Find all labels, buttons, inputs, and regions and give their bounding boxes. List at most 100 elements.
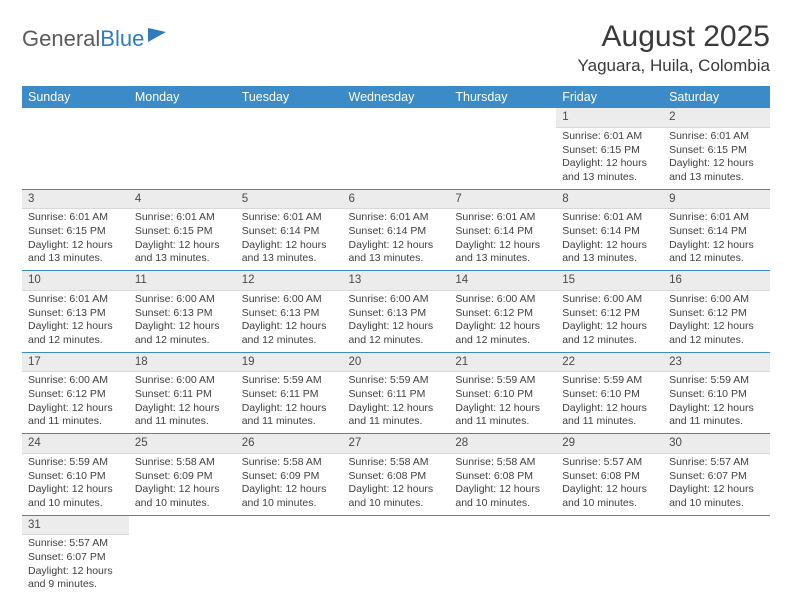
logo: GeneralBlue	[22, 26, 166, 52]
calendar-cell	[22, 108, 129, 189]
calendar-cell: 27Sunrise: 5:58 AMSunset: 6:08 PMDayligh…	[343, 434, 450, 516]
day-header: Thursday	[449, 86, 556, 108]
calendar-cell: 18Sunrise: 6:00 AMSunset: 6:11 PMDayligh…	[129, 352, 236, 434]
calendar-cell: 8Sunrise: 6:01 AMSunset: 6:14 PMDaylight…	[556, 189, 663, 271]
calendar-week: 3Sunrise: 6:01 AMSunset: 6:15 PMDaylight…	[22, 189, 770, 271]
calendar-cell	[663, 515, 770, 596]
day-details: Sunrise: 5:57 AMSunset: 6:07 PMDaylight:…	[663, 454, 770, 515]
day-number: 3	[22, 190, 129, 210]
calendar-cell: 6Sunrise: 6:01 AMSunset: 6:14 PMDaylight…	[343, 189, 450, 271]
day-number: 10	[22, 271, 129, 291]
day-number: 25	[129, 434, 236, 454]
day-details: Sunrise: 6:01 AMSunset: 6:14 PMDaylight:…	[663, 209, 770, 270]
logo-part1: General	[22, 26, 100, 51]
calendar-table: SundayMondayTuesdayWednesdayThursdayFrid…	[22, 86, 770, 596]
calendar-week: 10Sunrise: 6:01 AMSunset: 6:13 PMDayligh…	[22, 271, 770, 353]
calendar-cell	[556, 515, 663, 596]
day-details: Sunrise: 5:57 AMSunset: 6:07 PMDaylight:…	[22, 535, 129, 596]
day-details: Sunrise: 6:00 AMSunset: 6:12 PMDaylight:…	[22, 372, 129, 433]
day-number: 18	[129, 353, 236, 373]
calendar-cell	[449, 515, 556, 596]
calendar-cell: 22Sunrise: 5:59 AMSunset: 6:10 PMDayligh…	[556, 352, 663, 434]
calendar-cell	[343, 108, 450, 189]
calendar-cell: 10Sunrise: 6:01 AMSunset: 6:13 PMDayligh…	[22, 271, 129, 353]
day-details: Sunrise: 6:00 AMSunset: 6:13 PMDaylight:…	[129, 291, 236, 352]
day-header-row: SundayMondayTuesdayWednesdayThursdayFrid…	[22, 86, 770, 108]
day-details: Sunrise: 6:01 AMSunset: 6:13 PMDaylight:…	[22, 291, 129, 352]
calendar-cell: 16Sunrise: 6:00 AMSunset: 6:12 PMDayligh…	[663, 271, 770, 353]
day-number: 8	[556, 190, 663, 210]
day-number: 14	[449, 271, 556, 291]
calendar-cell: 28Sunrise: 5:58 AMSunset: 6:08 PMDayligh…	[449, 434, 556, 516]
calendar-week: 17Sunrise: 6:00 AMSunset: 6:12 PMDayligh…	[22, 352, 770, 434]
calendar-cell	[236, 108, 343, 189]
day-number: 4	[129, 190, 236, 210]
day-details: Sunrise: 6:00 AMSunset: 6:12 PMDaylight:…	[556, 291, 663, 352]
day-details: Sunrise: 6:01 AMSunset: 6:15 PMDaylight:…	[22, 209, 129, 270]
calendar-cell: 2Sunrise: 6:01 AMSunset: 6:15 PMDaylight…	[663, 108, 770, 189]
calendar-cell: 25Sunrise: 5:58 AMSunset: 6:09 PMDayligh…	[129, 434, 236, 516]
calendar-cell: 23Sunrise: 5:59 AMSunset: 6:10 PMDayligh…	[663, 352, 770, 434]
day-number: 30	[663, 434, 770, 454]
day-details: Sunrise: 6:01 AMSunset: 6:14 PMDaylight:…	[449, 209, 556, 270]
day-header: Wednesday	[343, 86, 450, 108]
logo-text: GeneralBlue	[22, 26, 144, 52]
day-details: Sunrise: 6:01 AMSunset: 6:15 PMDaylight:…	[129, 209, 236, 270]
day-details: Sunrise: 6:01 AMSunset: 6:14 PMDaylight:…	[236, 209, 343, 270]
day-number: 17	[22, 353, 129, 373]
day-header: Saturday	[663, 86, 770, 108]
day-header: Sunday	[22, 86, 129, 108]
calendar-cell: 29Sunrise: 5:57 AMSunset: 6:08 PMDayligh…	[556, 434, 663, 516]
day-header: Friday	[556, 86, 663, 108]
day-details: Sunrise: 6:00 AMSunset: 6:13 PMDaylight:…	[236, 291, 343, 352]
title-block: August 2025 Yaguara, Huila, Colombia	[578, 20, 770, 76]
day-number: 5	[236, 190, 343, 210]
calendar-cell: 3Sunrise: 6:01 AMSunset: 6:15 PMDaylight…	[22, 189, 129, 271]
day-number: 13	[343, 271, 450, 291]
day-details: Sunrise: 6:01 AMSunset: 6:15 PMDaylight:…	[663, 128, 770, 189]
header: GeneralBlue August 2025 Yaguara, Huila, …	[22, 20, 770, 76]
day-details: Sunrise: 5:58 AMSunset: 6:09 PMDaylight:…	[236, 454, 343, 515]
calendar-week: 31Sunrise: 5:57 AMSunset: 6:07 PMDayligh…	[22, 515, 770, 596]
day-details: Sunrise: 6:00 AMSunset: 6:11 PMDaylight:…	[129, 372, 236, 433]
month-title: August 2025	[578, 20, 770, 54]
calendar-cell: 12Sunrise: 6:00 AMSunset: 6:13 PMDayligh…	[236, 271, 343, 353]
calendar-cell: 13Sunrise: 6:00 AMSunset: 6:13 PMDayligh…	[343, 271, 450, 353]
logo-flag-icon	[148, 28, 166, 42]
calendar-week: 24Sunrise: 5:59 AMSunset: 6:10 PMDayligh…	[22, 434, 770, 516]
day-number: 27	[343, 434, 450, 454]
day-number: 31	[22, 516, 129, 536]
day-details: Sunrise: 5:58 AMSunset: 6:09 PMDaylight:…	[129, 454, 236, 515]
day-header: Tuesday	[236, 86, 343, 108]
day-number: 6	[343, 190, 450, 210]
day-details: Sunrise: 5:59 AMSunset: 6:10 PMDaylight:…	[556, 372, 663, 433]
day-details: Sunrise: 6:00 AMSunset: 6:13 PMDaylight:…	[343, 291, 450, 352]
day-number: 11	[129, 271, 236, 291]
day-details: Sunrise: 5:59 AMSunset: 6:10 PMDaylight:…	[22, 454, 129, 515]
day-number: 26	[236, 434, 343, 454]
logo-part2: Blue	[100, 26, 144, 51]
calendar-cell: 15Sunrise: 6:00 AMSunset: 6:12 PMDayligh…	[556, 271, 663, 353]
location-label: Yaguara, Huila, Colombia	[578, 56, 770, 76]
day-number: 1	[556, 108, 663, 128]
calendar-cell: 21Sunrise: 5:59 AMSunset: 6:10 PMDayligh…	[449, 352, 556, 434]
day-number: 16	[663, 271, 770, 291]
calendar-cell: 20Sunrise: 5:59 AMSunset: 6:11 PMDayligh…	[343, 352, 450, 434]
calendar-cell: 4Sunrise: 6:01 AMSunset: 6:15 PMDaylight…	[129, 189, 236, 271]
day-details: Sunrise: 5:59 AMSunset: 6:11 PMDaylight:…	[343, 372, 450, 433]
day-number: 23	[663, 353, 770, 373]
day-details: Sunrise: 5:58 AMSunset: 6:08 PMDaylight:…	[449, 454, 556, 515]
calendar-week: 1Sunrise: 6:01 AMSunset: 6:15 PMDaylight…	[22, 108, 770, 189]
calendar-cell	[129, 515, 236, 596]
day-header: Monday	[129, 86, 236, 108]
calendar-cell: 7Sunrise: 6:01 AMSunset: 6:14 PMDaylight…	[449, 189, 556, 271]
day-number: 22	[556, 353, 663, 373]
calendar-cell: 14Sunrise: 6:00 AMSunset: 6:12 PMDayligh…	[449, 271, 556, 353]
day-number: 21	[449, 353, 556, 373]
day-number: 2	[663, 108, 770, 128]
calendar-cell	[129, 108, 236, 189]
calendar-cell	[449, 108, 556, 189]
day-number: 28	[449, 434, 556, 454]
day-details: Sunrise: 5:59 AMSunset: 6:10 PMDaylight:…	[663, 372, 770, 433]
day-number: 20	[343, 353, 450, 373]
